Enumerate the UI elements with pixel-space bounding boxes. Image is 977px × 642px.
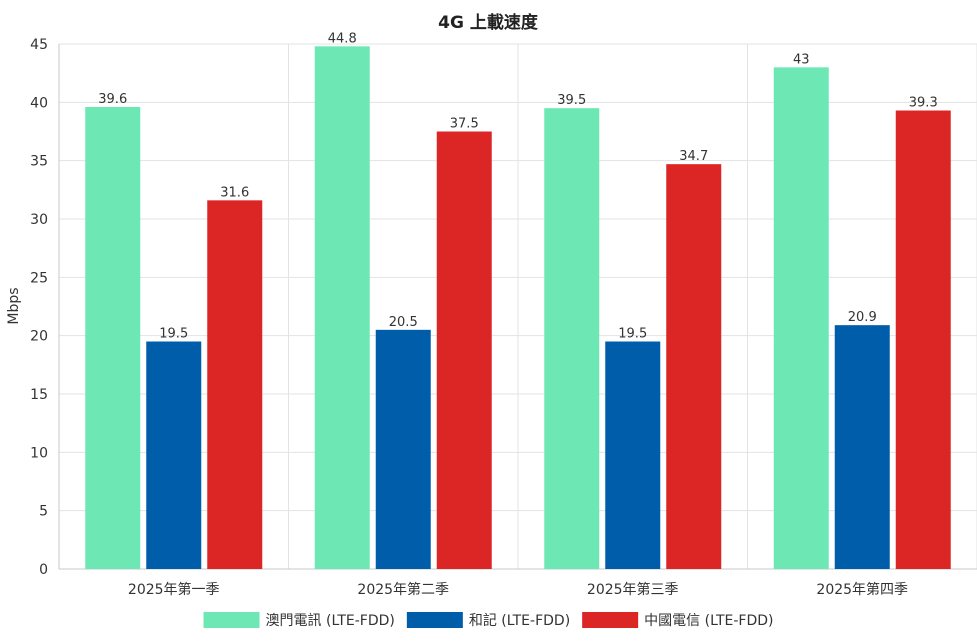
legend-swatch	[406, 612, 463, 628]
y-tick-label: 20	[30, 329, 48, 345]
legend-label: 和記 (LTE-FDD)	[469, 612, 570, 629]
bar[interactable]	[605, 341, 661, 570]
bar[interactable]	[773, 67, 829, 569]
data-labels: 39.6 19.5 31.6 44.8 20.5 37.5 39.5 19.5 34.7 43 20…	[98, 31, 937, 341]
legend: 澳門電訊 (LTE-FDD) 和記 (LTE-FDD) 中國電信 (LTE-FDD)	[203, 612, 773, 629]
y-tick-label: 15	[30, 387, 48, 403]
data-label: 44.8	[328, 31, 357, 46]
bar[interactable]	[314, 46, 370, 570]
x-tick-label: 2025年第三季	[587, 581, 679, 598]
x-tick-label: 2025年第四季	[816, 581, 908, 598]
y-tick-label: 35	[30, 154, 48, 170]
data-label: 37.5	[450, 117, 479, 132]
bar[interactable]	[895, 110, 951, 570]
data-label: 43	[793, 52, 810, 67]
bars	[85, 46, 951, 570]
legend-item[interactable]: 澳門電訊 (LTE-FDD)	[203, 612, 395, 629]
bar[interactable]	[375, 329, 431, 569]
y-tick-label: 0	[39, 562, 48, 578]
x-tick-label: 2025年第二季	[357, 581, 449, 598]
y-axis-label: Mbps	[6, 287, 22, 324]
bar[interactable]	[146, 341, 202, 570]
y-tick-label: 10	[30, 445, 48, 461]
y-tick-label: 45	[30, 37, 48, 53]
y-tick-label: 30	[30, 212, 48, 228]
data-label: 34.7	[679, 149, 708, 164]
bar[interactable]	[544, 108, 600, 570]
data-label: 39.6	[98, 92, 127, 107]
y-tick-label: 5	[39, 504, 48, 520]
y-tick-label: 25	[30, 270, 48, 286]
legend-label: 中國電信 (LTE-FDD)	[644, 613, 773, 629]
data-label: 20.5	[389, 315, 418, 330]
data-label: 19.5	[618, 327, 647, 342]
legend-swatch	[203, 612, 260, 628]
data-label: 19.5	[159, 327, 188, 342]
bar[interactable]	[834, 325, 890, 569]
legend-item[interactable]: 中國電信 (LTE-FDD)	[582, 612, 773, 629]
legend-swatch	[582, 612, 639, 628]
legend-label: 澳門電訊 (LTE-FDD)	[266, 613, 395, 629]
bar[interactable]	[207, 200, 263, 570]
data-label: 20.9	[848, 310, 877, 325]
legend-item[interactable]: 和記 (LTE-FDD)	[406, 612, 570, 629]
bar[interactable]	[85, 107, 141, 569]
data-label: 39.5	[557, 93, 586, 108]
bar[interactable]	[436, 131, 492, 570]
y-tick-label: 40	[30, 95, 48, 111]
data-label: 31.6	[220, 185, 249, 200]
x-tick-label: 2025年第一季	[128, 581, 220, 598]
bar[interactable]	[666, 164, 722, 569]
data-label: 39.3	[909, 96, 938, 111]
chart-title: 4G 上載速度	[438, 12, 539, 33]
